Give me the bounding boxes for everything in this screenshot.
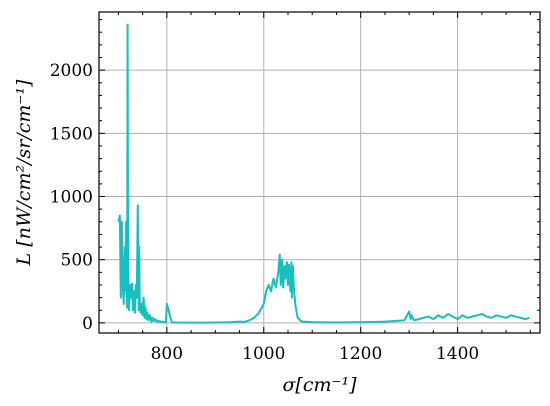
y-tick-label: 500 (61, 251, 93, 271)
x-axis-label: σ[cm⁻¹] (282, 374, 357, 396)
plot-area (117, 23, 530, 324)
y-tick-label: 1000 (50, 188, 93, 208)
axis-ticks (99, 12, 540, 333)
x-tick-label: 800 (151, 344, 183, 364)
y-tick-label: 0 (82, 314, 93, 334)
y-axis-label: L [nW/cm²/sr/cm⁻¹] (13, 79, 35, 266)
grid (99, 12, 540, 333)
tick-labels: 800 1000 1200 1400 0 500 1000 1500 2000 (50, 61, 480, 364)
x-tick-label: 1200 (339, 344, 382, 364)
x-tick-label: 1000 (242, 344, 285, 364)
x-tick-label: 1400 (436, 344, 479, 364)
plot-frame (98, 11, 541, 334)
y-tick-label: 1500 (50, 124, 93, 144)
y-tick-label: 2000 (50, 61, 93, 81)
series-line (117, 23, 530, 324)
